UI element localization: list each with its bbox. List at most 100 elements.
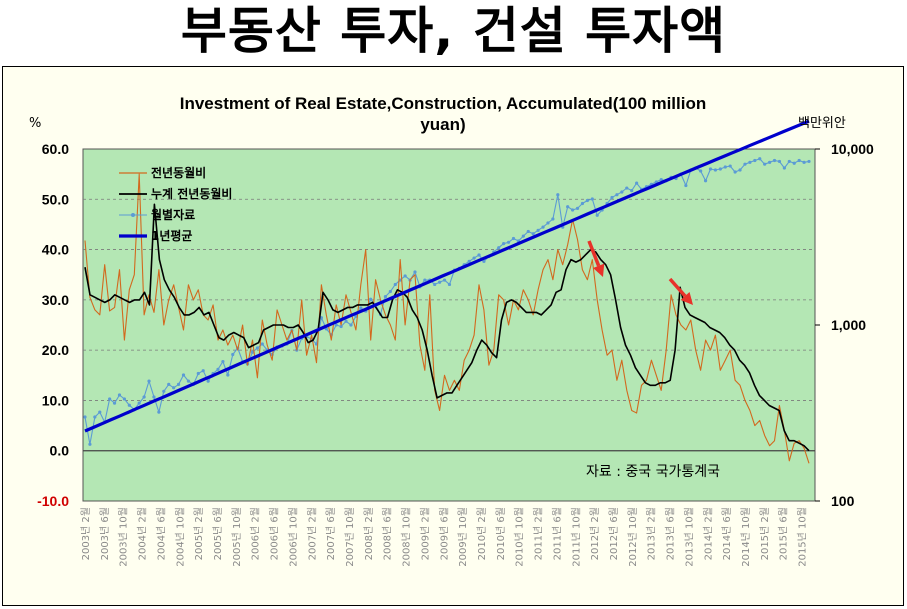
monthly-point	[393, 282, 397, 287]
x-tick-label: 2011년 10월	[570, 507, 582, 567]
legend-label: 전년동월비	[151, 165, 206, 180]
x-tick-label: 2004년 2월	[137, 507, 149, 560]
monthly-point	[221, 359, 225, 364]
x-tick-label: 2013년 10월	[683, 507, 695, 567]
monthly-point	[635, 181, 639, 185]
monthly-point	[206, 379, 210, 383]
monthly-point	[98, 410, 102, 414]
monthly-point	[728, 164, 732, 168]
x-axis: 2003년 2월 2003년 6월 2003년 10월 2004년 2월 2004년 6…	[80, 507, 809, 567]
monthly-point	[369, 297, 373, 301]
x-tick-label: 2010년 10월	[514, 507, 526, 567]
monthly-point	[176, 382, 181, 386]
monthly-point	[723, 165, 727, 169]
monthly-point	[383, 294, 388, 299]
monthly-point	[551, 217, 555, 221]
monthly-point	[620, 190, 624, 194]
monthly-point	[196, 371, 200, 376]
source-annotation: 자료 : 중국 국가통계국	[586, 464, 720, 480]
monthly-point	[733, 170, 737, 174]
monthly-point	[334, 323, 338, 327]
y-right-tick-label: 100	[831, 493, 855, 509]
monthly-point	[260, 342, 264, 346]
monthly-point	[349, 323, 353, 327]
x-tick-label: 2012년 6월	[608, 507, 620, 560]
x-tick-label: 2011년 2월	[533, 507, 545, 560]
monthly-point	[748, 160, 752, 164]
chart-frame: 60.0 50.0 40.0 30.0 20.0 10.0 0.0 -10.0 10,000 1…	[2, 66, 904, 606]
legend-item-1: 전년동월비	[119, 165, 206, 180]
series-line-1	[84, 173, 810, 464]
legend-label: 1년평균	[151, 229, 192, 243]
monthly-point	[122, 397, 127, 401]
x-tick-label: 2004년 10월	[174, 507, 186, 567]
monthly-point	[172, 386, 176, 390]
x-tick-label: 2014년 10월	[740, 507, 752, 567]
monthly-point	[738, 168, 742, 172]
monthly-point	[625, 186, 629, 190]
monthly-point	[807, 159, 811, 164]
trend-arrow-1	[587, 240, 605, 277]
series-group	[83, 119, 811, 464]
x-tick-label: 2006년 6월	[269, 507, 281, 560]
series-line-3	[84, 158, 810, 445]
legend-item-2: 누계 전년동월비	[119, 186, 232, 201]
series-line-2	[84, 203, 810, 452]
monthly-point	[88, 442, 92, 446]
x-tick-label: 2010년 2월	[476, 507, 488, 560]
monthly-point	[782, 166, 786, 170]
monthly-point	[359, 306, 363, 310]
monthly-point	[127, 403, 131, 407]
y-right-unit: 백만위안	[798, 116, 846, 131]
x-tick-label: 2006년 2월	[250, 507, 262, 560]
x-tick-label: 2003년 2월	[80, 507, 92, 560]
monthly-point	[339, 324, 343, 329]
x-tick-label: 2012년 10월	[627, 507, 639, 567]
y-left-tick-label: 10.0	[42, 392, 69, 408]
y-left-tick-label: 30.0	[42, 292, 69, 308]
y-left-tick-label: 40.0	[42, 242, 69, 258]
monthly-point	[112, 401, 117, 405]
monthly-point	[506, 240, 511, 244]
monthly-point	[787, 159, 791, 164]
legend-label: 월별자료	[151, 207, 195, 222]
monthly-point	[610, 195, 614, 200]
monthly-point	[231, 352, 235, 357]
x-tick-label: 2007년 2월	[306, 507, 318, 560]
monthly-point	[797, 158, 801, 163]
monthly-point	[585, 198, 589, 203]
monthly-point	[442, 278, 447, 282]
plot-area	[82, 148, 816, 502]
legend-item-4: 1년평균	[119, 229, 192, 243]
x-tick-label: 2009년 2월	[419, 507, 431, 560]
monthly-point	[93, 415, 97, 419]
monthly-point	[108, 397, 112, 401]
chart-title-line1: Investment of Real Estate,Construction, …	[180, 94, 706, 113]
y-right-tick-label: 10,000	[831, 141, 874, 157]
monthly-point	[83, 415, 87, 419]
monthly-point	[536, 228, 540, 232]
monthly-point	[615, 193, 619, 197]
x-tick-label: 2007년 10월	[344, 507, 356, 567]
x-tick-label: 2015년 2월	[759, 507, 771, 560]
x-tick-label: 2012년 2월	[589, 507, 601, 560]
monthly-point	[630, 189, 634, 193]
legend-item-3: 월별자료	[119, 207, 195, 222]
monthly-point	[319, 316, 324, 320]
monthly-point	[570, 208, 575, 212]
monthly-point	[703, 179, 708, 183]
monthly-point	[497, 246, 501, 250]
monthly-point	[590, 197, 594, 201]
monthly-point	[772, 158, 777, 163]
x-tick-label: 2015년 10월	[797, 507, 809, 567]
y-left-unit: %	[29, 116, 41, 131]
monthly-point	[447, 282, 452, 287]
monthly-point	[216, 367, 220, 371]
monthly-point	[467, 259, 471, 263]
x-tick-label: 2011년 6월	[551, 507, 563, 560]
monthly-point	[684, 183, 688, 188]
trend-arrow-2	[668, 277, 693, 305]
monthly-point	[226, 373, 230, 377]
monthly-point	[255, 346, 259, 350]
